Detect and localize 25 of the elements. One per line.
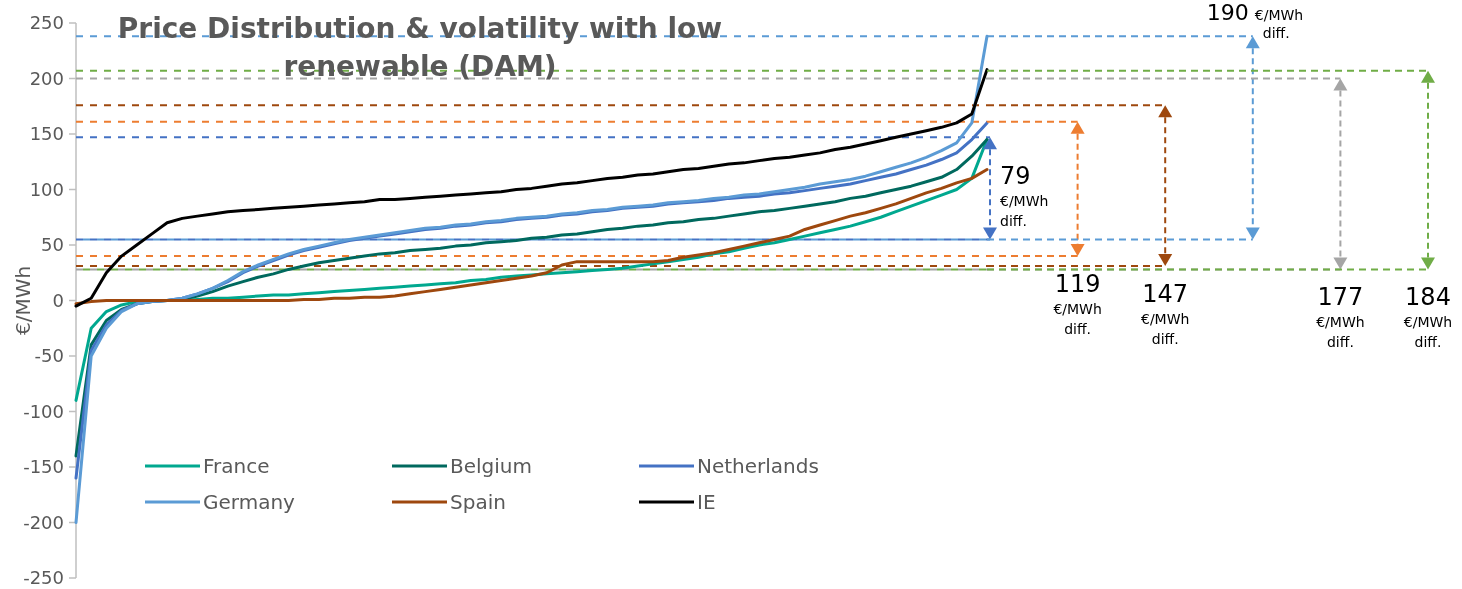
y-tick-label: 250 [29, 12, 64, 33]
y-tick-label: -250 [23, 567, 64, 588]
legend-label: Netherlands [697, 454, 819, 478]
y-tick-label: 100 [29, 178, 64, 200]
chart-title: Price Distribution & volatility with low renewable (DAM) [117, 12, 723, 83]
y-axis-title: €/MWh [11, 265, 35, 336]
legend-label: Germany [203, 490, 296, 514]
legend-label: Belgium [450, 454, 532, 478]
ref-line-label: 190 €/MWh diff. [1206, 0, 1304, 42]
ref-line-label: 184 €/MWh diff. [1403, 283, 1453, 351]
y-tick-label: 200 [29, 67, 64, 89]
legend-label: Spain [450, 490, 506, 514]
y-tick-label: 150 [29, 123, 64, 144]
y-tick-label: 50 [41, 234, 64, 255]
y-tick-label: -50 [34, 345, 64, 366]
y-tick-label: -150 [23, 456, 64, 477]
ref-line-label: 177 €/MWh diff. [1316, 283, 1365, 351]
y-tick-label: -100 [23, 400, 64, 422]
ref-line-label: 119 €/MWh diff. [1053, 270, 1102, 338]
legend-label: France [203, 454, 270, 478]
ref-line-label: 147 €/MWh diff. [1140, 280, 1190, 348]
y-tick-label: 0 [52, 289, 64, 311]
y-tick-label: -200 [23, 511, 64, 533]
ref-line-label: 79 €/MWh diff. [1000, 162, 1049, 230]
legend-label: IE [697, 490, 716, 514]
